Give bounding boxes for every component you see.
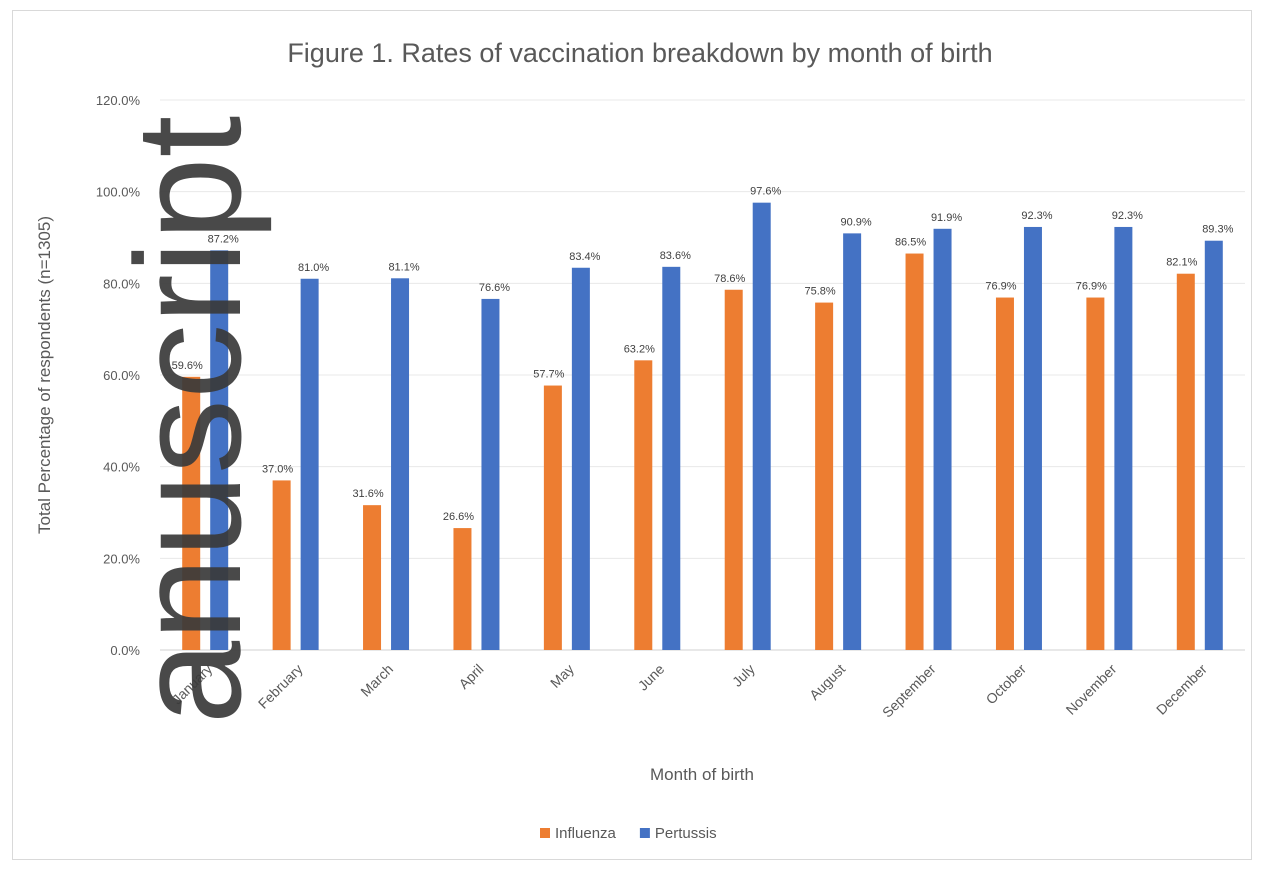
bar-influenza: [363, 505, 382, 650]
bar-influenza: [182, 376, 201, 650]
y-tick-label: 80.0%: [103, 276, 140, 291]
bar-influenza: [634, 360, 653, 650]
gridlines: [160, 99, 1245, 651]
data-label: 26.6%: [443, 511, 474, 523]
data-label: 76.6%: [479, 282, 510, 294]
bar-pertussis: [1204, 240, 1223, 651]
data-label: 89.3%: [1202, 224, 1233, 236]
chart-frame: [12, 10, 1252, 860]
x-tick-label: December: [1153, 661, 1210, 718]
y-tick-label: 100.0%: [96, 185, 141, 200]
chart-title: Figure 1. Rates of vaccination breakdown…: [287, 38, 992, 68]
x-tick-labels: January February March April May June July Augu…: [169, 661, 1210, 721]
bar-pertussis: [1023, 226, 1042, 651]
data-label: 86.5%: [895, 237, 926, 249]
x-tick-label: June: [635, 661, 668, 694]
bars: [182, 202, 1223, 651]
data-label: 83.6%: [660, 250, 691, 262]
bar-influenza: [815, 302, 834, 650]
bar-pertussis: [481, 298, 500, 650]
bar-influenza: [724, 289, 743, 650]
data-label: 59.6%: [172, 360, 203, 372]
x-tick-label: March: [357, 661, 396, 700]
data-label: 76.9%: [985, 281, 1016, 293]
bar-pertussis: [300, 278, 319, 650]
legend-swatch: [540, 828, 550, 838]
data-label: 90.9%: [841, 216, 872, 228]
bar-influenza: [995, 297, 1014, 650]
data-label: 92.3%: [1112, 210, 1143, 222]
data-label: 63.2%: [624, 343, 655, 355]
bar-pertussis: [571, 267, 590, 650]
legend-label: Influenza: [555, 825, 617, 842]
data-label: 78.6%: [714, 273, 745, 285]
data-label: 76.9%: [1076, 281, 1107, 293]
x-axis-title: Month of birth: [650, 765, 754, 784]
bar-pertussis: [933, 228, 952, 650]
data-label: 91.9%: [931, 212, 962, 224]
y-tick-labels: 0.0% 20.0% 40.0% 60.0% 80.0% 100.0% 120.0%: [96, 93, 141, 658]
data-label: 87.2%: [208, 233, 239, 245]
legend: Influenza Pertussis: [540, 825, 717, 842]
data-labels: 59.6% 87.2% 37.0% 81.0% 31.6% 81.1% 26.6% 76.6%…: [172, 186, 1234, 523]
bar-pertussis: [1114, 226, 1133, 651]
bar-pertussis: [843, 233, 862, 650]
x-tick-label: November: [1063, 661, 1120, 718]
data-label: 92.3%: [1021, 210, 1052, 222]
x-tick-label: July: [729, 661, 758, 690]
x-tick-label: September: [879, 661, 939, 721]
data-label: 81.0%: [298, 262, 329, 274]
data-label: 31.6%: [352, 488, 383, 500]
bar-influenza: [453, 528, 472, 650]
y-tick-label: 40.0%: [103, 460, 140, 475]
bar-influenza: [1176, 273, 1195, 650]
legend-swatch: [639, 828, 650, 838]
bar-influenza: [905, 253, 924, 650]
bar-pertussis: [752, 202, 771, 650]
bar-influenza: [1086, 297, 1105, 650]
y-tick-label: 0.0%: [110, 643, 140, 658]
data-label: 57.7%: [533, 369, 564, 381]
data-label: 83.4%: [569, 251, 600, 263]
bar-pertussis: [210, 250, 229, 651]
data-label: 97.6%: [750, 186, 781, 198]
y-tick-label: 60.0%: [103, 368, 140, 383]
x-tick-label: May: [547, 661, 577, 691]
bar-influenza: [543, 385, 562, 650]
legend-label: Pertussis: [655, 825, 717, 842]
y-tick-label: 120.0%: [96, 93, 141, 108]
data-label: 75.8%: [805, 286, 836, 298]
data-label: 82.1%: [1166, 257, 1197, 269]
bar-pertussis: [391, 278, 410, 650]
watermark-text: anuscript: [104, 116, 272, 725]
data-label: 37.0%: [262, 463, 293, 475]
data-label: 81.1%: [388, 261, 419, 273]
bar-influenza: [272, 480, 291, 650]
x-tick-label: April: [455, 661, 486, 692]
y-tick-label: 20.0%: [103, 551, 140, 566]
y-axis-title: Total Percentage of respondents (n=1305): [35, 216, 54, 534]
x-tick-label: October: [983, 661, 1030, 708]
x-tick-label: August: [806, 661, 848, 703]
bar-pertussis: [662, 266, 681, 650]
